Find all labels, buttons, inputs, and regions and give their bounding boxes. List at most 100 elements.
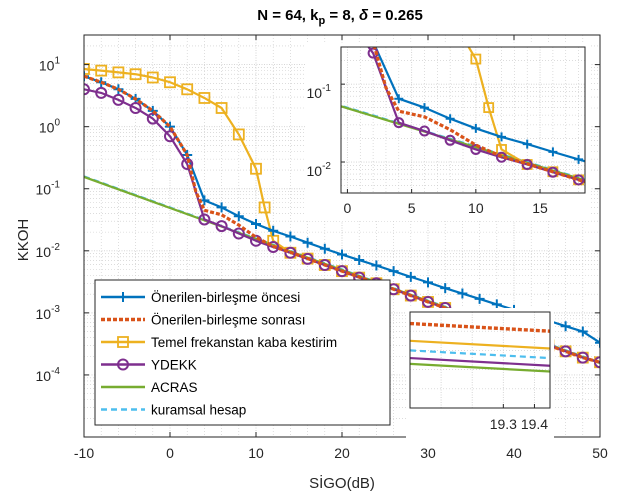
y-tick-label: 10-3	[36, 304, 61, 322]
data-point-square	[95, 64, 108, 77]
inset-x-tick-label: 0	[344, 200, 352, 216]
zoom-x-tick-label: 19.3	[490, 416, 517, 432]
x-tick-label: 30	[420, 445, 436, 461]
data-point-square	[232, 128, 245, 141]
data-point-plus	[118, 292, 128, 302]
data-point-circle	[404, 289, 417, 302]
data-point-circle	[117, 358, 129, 371]
data-point-circle	[521, 158, 533, 170]
data-point-circle	[198, 213, 211, 226]
x-tick-label: 10	[248, 445, 264, 461]
title-mid: = 8,	[325, 7, 359, 24]
data-point-square	[258, 201, 271, 214]
legend-item: kuramsal hesap	[101, 403, 246, 418]
data-point-square	[112, 66, 125, 79]
data-point-plus	[423, 277, 433, 288]
title-greek: δ	[359, 7, 369, 24]
data-point-square	[250, 162, 262, 175]
data-point-circle	[393, 117, 405, 129]
data-point-plus	[405, 271, 416, 282]
data-point-circle	[215, 220, 228, 233]
data-point-plus	[474, 293, 485, 304]
data-point-plus	[577, 326, 588, 337]
inset-x-tick-label: 10	[468, 200, 484, 216]
inset-background	[305, 43, 591, 221]
zoom-series-line	[409, 356, 551, 367]
chart-title: N = 64, kp = 8, δ = 0.265	[257, 7, 423, 27]
x-tick-label: 20	[334, 445, 350, 461]
legend-label: ACRAS	[151, 380, 198, 395]
data-point-circle	[470, 143, 482, 155]
data-point-circle	[418, 125, 430, 137]
x-tick-label: 0	[166, 445, 174, 461]
data-point-circle	[318, 259, 331, 272]
data-point-plus	[419, 103, 429, 113]
data-point-plus	[440, 283, 451, 294]
y-tick-label: 10-2	[36, 242, 61, 260]
legend-item: Önerilen-birleşme sonrası	[101, 313, 306, 328]
data-point-plus	[471, 123, 481, 133]
data-point-plus	[354, 255, 365, 266]
data-point-square	[129, 68, 142, 81]
data-point-circle	[146, 112, 159, 125]
title-tail: = 0.265	[368, 7, 423, 24]
zoom-x-tick-label: 19.4	[521, 416, 548, 432]
legend-label: Önerilen-birleşme sonrası	[151, 313, 306, 328]
data-point-plus	[233, 211, 244, 222]
data-point-plus	[251, 219, 261, 230]
y-tick-label: 10-1	[36, 180, 61, 198]
data-point-square	[146, 71, 159, 84]
x-tick-label: 50	[592, 445, 608, 461]
legend-label: YDEKK	[151, 358, 197, 373]
inset-zoom-plot: 19.3 19.4	[406, 308, 554, 438]
zoom-series-line	[409, 321, 551, 333]
legend-item: Önerilen-birleşme öncesi	[101, 290, 300, 305]
data-point-circle	[301, 252, 314, 265]
data-point-plus	[319, 243, 330, 254]
data-point-square	[446, 12, 455, 21]
data-point-plus	[560, 321, 571, 332]
data-point-plus	[268, 225, 279, 236]
data-point-plus	[394, 94, 404, 104]
title-main: N = 64, k	[257, 7, 319, 24]
data-point-square	[496, 144, 507, 155]
legend-item: YDEKK	[101, 358, 197, 373]
data-point-circle	[576, 351, 589, 364]
data-point-square	[117, 336, 129, 348]
data-point-circle	[284, 246, 297, 259]
y-axis-label: KKOH	[15, 219, 32, 262]
zoom-background	[406, 308, 554, 438]
x-tick-label: -10	[74, 445, 94, 461]
data-point-square	[181, 83, 194, 96]
data-point-plus	[337, 249, 347, 260]
data-point-circle	[129, 101, 142, 114]
data-point-plus	[548, 147, 558, 157]
inset-frame	[340, 46, 586, 194]
data-point-plus	[371, 260, 382, 271]
legend-label: kuramsal hesap	[151, 403, 246, 418]
data-point-plus	[302, 237, 313, 248]
data-point-plus	[388, 266, 399, 277]
legend-box	[94, 279, 391, 426]
data-point-plus	[595, 337, 600, 348]
zoom-series-line	[409, 362, 551, 373]
data-point-square	[470, 53, 482, 65]
zoom-series-line	[409, 349, 551, 360]
data-point-square	[84, 63, 90, 75]
data-point-plus	[522, 139, 532, 149]
zoom-frame	[409, 311, 551, 409]
legend-label: Önerilen-birleşme öncesi	[151, 290, 300, 305]
data-point-square	[215, 102, 228, 114]
title-subscript: p	[318, 15, 325, 27]
data-point-plus	[574, 154, 584, 164]
y-tick-label: 10-4	[36, 366, 61, 384]
data-point-plus	[445, 114, 455, 124]
x-tick-label: 40	[506, 445, 522, 461]
data-point-plus	[497, 132, 507, 142]
legend-item: Temel frekanstan kaba kestirim	[101, 335, 337, 350]
data-point-circle	[267, 241, 280, 254]
data-point-circle	[112, 93, 125, 106]
zoom-series-line	[409, 339, 551, 350]
